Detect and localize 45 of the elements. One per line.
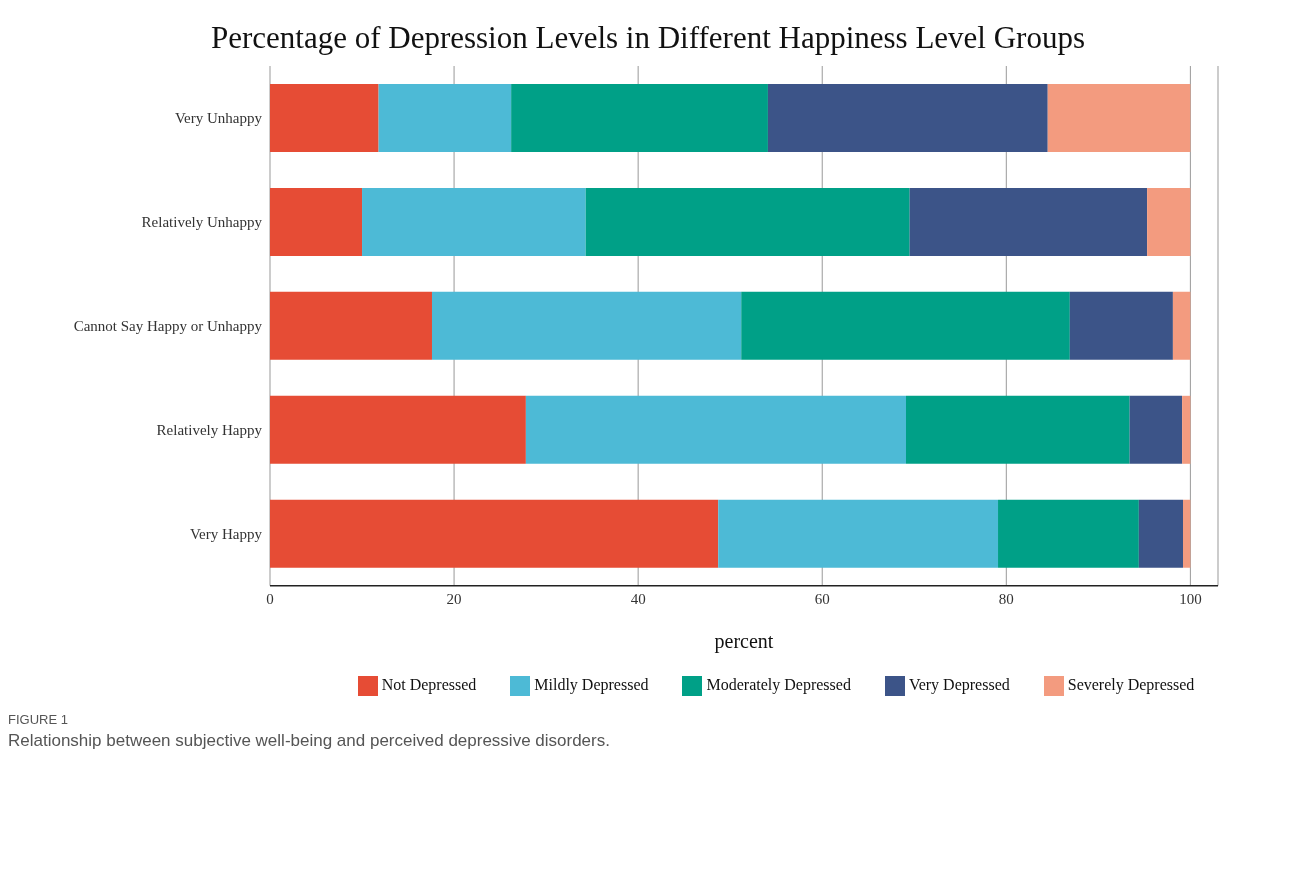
bar bbox=[909, 187, 1148, 256]
legend-label: Moderately Depressed bbox=[706, 675, 851, 693]
bar bbox=[378, 84, 512, 152]
legend-label: Not Depressed bbox=[381, 675, 477, 693]
bar bbox=[1069, 291, 1173, 360]
bar bbox=[998, 499, 1139, 568]
bar bbox=[1183, 499, 1191, 568]
caption: FIGURE 1 bbox=[8, 712, 69, 727]
y-tick-label: Relatively Unhappy bbox=[141, 214, 263, 231]
bar bbox=[270, 84, 379, 152]
bar bbox=[1129, 395, 1183, 464]
bar bbox=[270, 187, 363, 256]
y-tick-label: Cannot Say Happy or Unhappy bbox=[73, 318, 263, 335]
bar bbox=[270, 499, 719, 568]
chart-title: Percentage of Depression Levels in Different Happiness Level Groups bbox=[209, 20, 1086, 56]
x-axis-title: percent bbox=[714, 629, 774, 653]
y-tick-label: Very Unhappy bbox=[174, 110, 263, 127]
x-tick-label: 60 bbox=[814, 591, 830, 608]
legend-label: Mildly Depressed bbox=[534, 675, 649, 693]
legend-label: Very Depressed bbox=[908, 675, 1010, 693]
bar bbox=[362, 187, 586, 256]
bar bbox=[718, 499, 999, 568]
bar bbox=[270, 291, 432, 360]
bar bbox=[1172, 291, 1191, 360]
bar bbox=[767, 84, 1048, 152]
x-tick-label: 0 bbox=[266, 591, 274, 608]
y-tick-label: Very Happy bbox=[189, 526, 263, 543]
bar bbox=[431, 291, 742, 360]
bar bbox=[1047, 84, 1191, 152]
bar bbox=[585, 187, 910, 256]
x-tick-label: 40 bbox=[630, 591, 646, 608]
bar bbox=[525, 395, 906, 464]
bar bbox=[741, 291, 1070, 360]
x-tick-label: 80 bbox=[998, 591, 1014, 608]
bar bbox=[905, 395, 1130, 464]
y-tick-label: Relatively Happy bbox=[156, 422, 263, 439]
bar bbox=[511, 84, 768, 152]
bar bbox=[1147, 187, 1191, 256]
x-tick-label: 20 bbox=[446, 591, 462, 608]
bar bbox=[1138, 499, 1184, 568]
x-tick-label: 100 bbox=[1179, 591, 1202, 608]
bar bbox=[270, 395, 526, 464]
legend-label: Severely Depressed bbox=[1067, 675, 1195, 693]
bar bbox=[1182, 395, 1191, 464]
text: Relationship between subjective well-being and perceived depressive disorders. bbox=[8, 731, 611, 751]
